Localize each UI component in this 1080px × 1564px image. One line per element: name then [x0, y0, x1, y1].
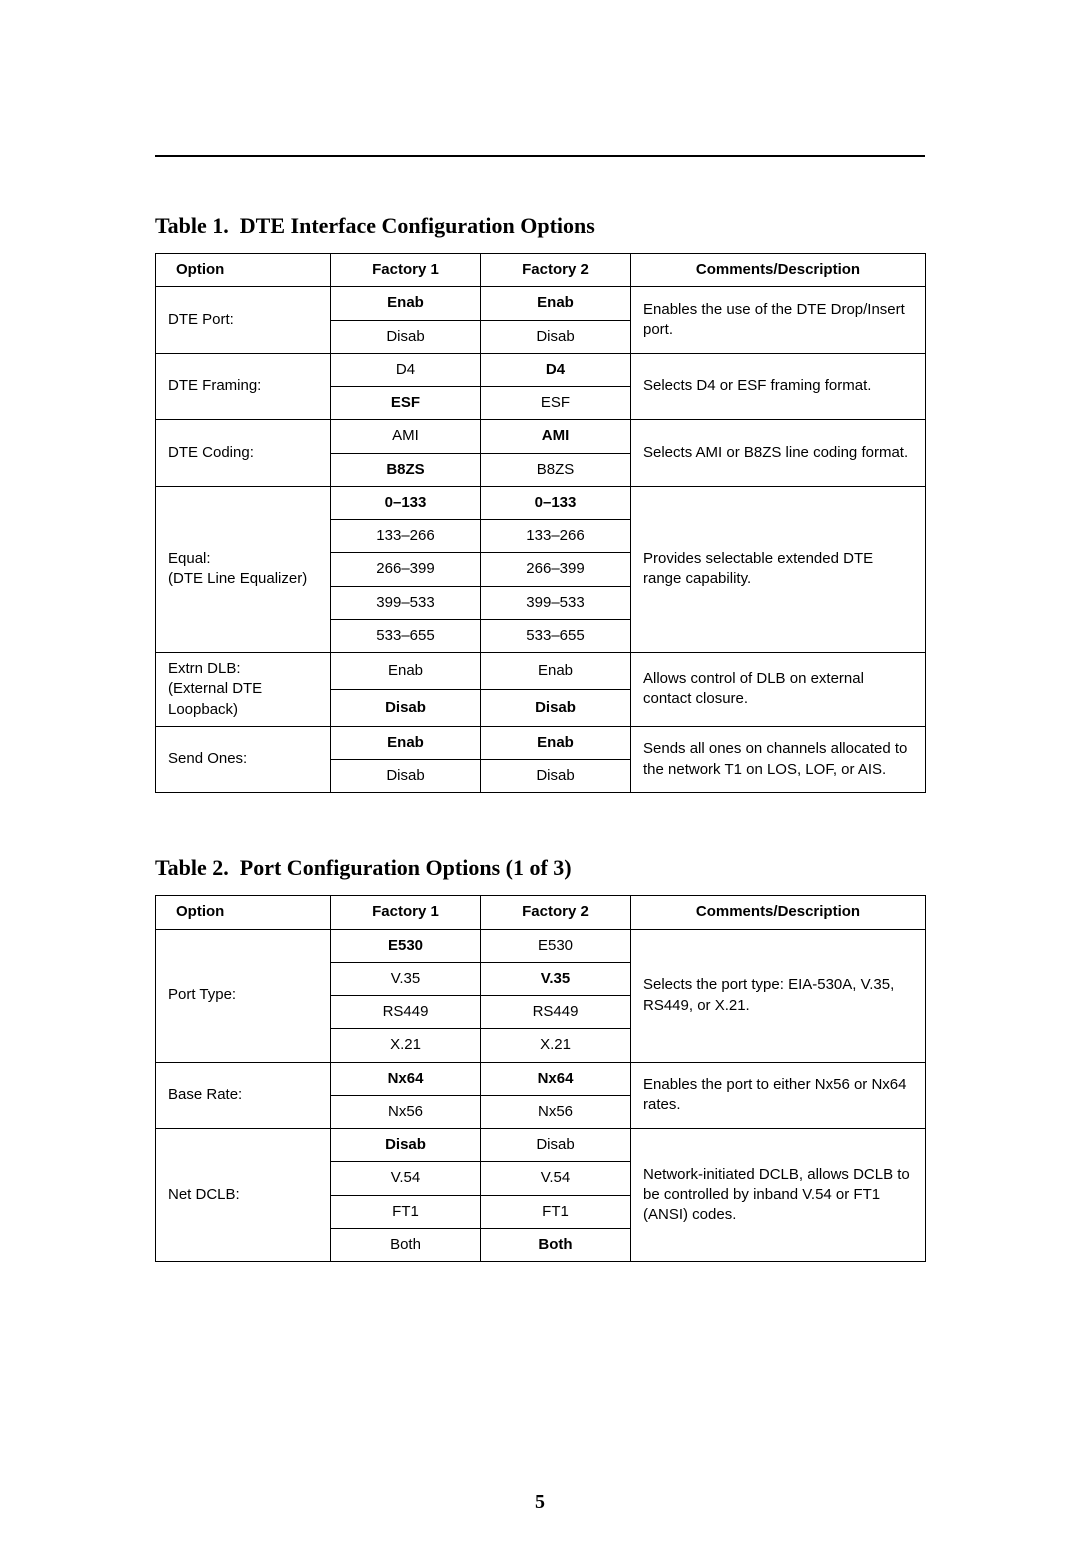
factory2-cell: Both [481, 1228, 631, 1261]
factory1-cell: X.21 [331, 1029, 481, 1062]
factory2-cell: AMI [481, 420, 631, 453]
description-cell: Enables the use of the DTE Drop/Insert p… [631, 287, 926, 354]
factory1-cell: Nx64 [331, 1062, 481, 1095]
table-row: Port Type:E530E530Selects the port type:… [156, 929, 926, 962]
option-cell: Port Type: [156, 929, 331, 1062]
factory1-cell: Enab [331, 653, 481, 690]
factory1-cell: Enab [331, 287, 481, 320]
description-cell: Network-initiated DCLB, allows DCLB to b… [631, 1129, 926, 1262]
description-cell: Provides selectable extended DTE range c… [631, 486, 926, 652]
table-row: Base Rate:Nx64Nx64Enables the port to ei… [156, 1062, 926, 1095]
description-cell: Selects D4 or ESF framing format. [631, 353, 926, 420]
factory2-cell: Disab [481, 1129, 631, 1162]
factory2-cell: Disab [481, 320, 631, 353]
factory2-cell: D4 [481, 353, 631, 386]
option-cell: Net DCLB: [156, 1129, 331, 1262]
factory2-cell: Nx64 [481, 1062, 631, 1095]
th-factory1: Factory 1 [331, 896, 481, 929]
factory1-cell: 133–266 [331, 520, 481, 553]
factory1-cell: Disab [331, 320, 481, 353]
table-row: Send Ones:EnabEnabSends all ones on chan… [156, 726, 926, 759]
factory2-cell: Disab [481, 760, 631, 793]
th-comments: Comments/Description [631, 896, 926, 929]
factory1-cell: 266–399 [331, 553, 481, 586]
factory2-cell: V.35 [481, 962, 631, 995]
page-number: 5 [0, 1491, 1080, 1514]
factory2-cell: 266–399 [481, 553, 631, 586]
factory1-cell: FT1 [331, 1195, 481, 1228]
factory1-cell: Nx56 [331, 1095, 481, 1128]
page: Table 1. DTE Interface Configuration Opt… [0, 0, 1080, 1564]
description-cell: Selects AMI or B8ZS line coding format. [631, 420, 926, 487]
table2: Option Factory 1 Factory 2 Comments/Desc… [155, 895, 926, 1262]
table2-title-prefix: Table 2. [155, 855, 229, 880]
table2-title: Table 2. Port Configuration Options (1 o… [155, 855, 925, 881]
table1-header-row: Option Factory 1 Factory 2 Comments/Desc… [156, 254, 926, 287]
th-factory2: Factory 2 [481, 896, 631, 929]
table1-title-prefix: Table 1. [155, 213, 229, 238]
factory1-cell: Disab [331, 760, 481, 793]
table-row: Equal:(DTE Line Equalizer)0–1330–133Prov… [156, 486, 926, 519]
factory1-cell: D4 [331, 353, 481, 386]
factory1-cell: B8ZS [331, 453, 481, 486]
factory1-cell: AMI [331, 420, 481, 453]
factory1-cell: ESF [331, 387, 481, 420]
table1-title-text: DTE Interface Configuration Options [240, 213, 595, 238]
option-cell: DTE Framing: [156, 353, 331, 420]
factory2-cell: B8ZS [481, 453, 631, 486]
top-rule [155, 155, 925, 157]
factory2-cell: FT1 [481, 1195, 631, 1228]
factory2-cell: 0–133 [481, 486, 631, 519]
description-cell: Allows control of DLB on external contac… [631, 653, 926, 727]
factory2-cell: 133–266 [481, 520, 631, 553]
th-comments: Comments/Description [631, 254, 926, 287]
factory1-cell: 533–655 [331, 619, 481, 652]
factory1-cell: V.35 [331, 962, 481, 995]
table2-header-row: Option Factory 1 Factory 2 Comments/Desc… [156, 896, 926, 929]
table1: Option Factory 1 Factory 2 Comments/Desc… [155, 253, 926, 793]
factory1-cell: RS449 [331, 996, 481, 1029]
factory1-cell: 399–533 [331, 586, 481, 619]
factory2-cell: Enab [481, 287, 631, 320]
table-row: Net DCLB:DisabDisabNetwork-initiated DCL… [156, 1129, 926, 1162]
table-row: DTE Coding:AMIAMISelects AMI or B8ZS lin… [156, 420, 926, 453]
factory2-cell: Enab [481, 726, 631, 759]
factory2-cell: Disab [481, 689, 631, 726]
factory2-cell: E530 [481, 929, 631, 962]
th-option: Option [156, 896, 331, 929]
factory2-cell: X.21 [481, 1029, 631, 1062]
factory1-cell: E530 [331, 929, 481, 962]
table-row: DTE Port:EnabEnabEnables the use of the … [156, 287, 926, 320]
factory1-cell: V.54 [331, 1162, 481, 1195]
th-option: Option [156, 254, 331, 287]
description-cell: Selects the port type: EIA-530A, V.35, R… [631, 929, 926, 1062]
table-row: DTE Framing:D4D4Selects D4 or ESF framin… [156, 353, 926, 386]
table-row: Extrn DLB:(External DTE Loopback)EnabEna… [156, 653, 926, 690]
table2-title-text: Port Configuration Options (1 of 3) [240, 855, 572, 880]
factory2-cell: ESF [481, 387, 631, 420]
option-cell: Equal:(DTE Line Equalizer) [156, 486, 331, 652]
factory1-cell: Enab [331, 726, 481, 759]
factory1-cell: Disab [331, 1129, 481, 1162]
option-cell: DTE Coding: [156, 420, 331, 487]
factory2-cell: RS449 [481, 996, 631, 1029]
table1-title: Table 1. DTE Interface Configuration Opt… [155, 213, 925, 239]
option-cell: Base Rate: [156, 1062, 331, 1129]
th-factory2: Factory 2 [481, 254, 631, 287]
factory1-cell: 0–133 [331, 486, 481, 519]
description-cell: Sends all ones on channels allocated to … [631, 726, 926, 793]
factory2-cell: 399–533 [481, 586, 631, 619]
option-cell: Send Ones: [156, 726, 331, 793]
option-cell: Extrn DLB:(External DTE Loopback) [156, 653, 331, 727]
factory2-cell: Nx56 [481, 1095, 631, 1128]
factory2-cell: V.54 [481, 1162, 631, 1195]
spacer [155, 793, 925, 855]
factory2-cell: 533–655 [481, 619, 631, 652]
th-factory1: Factory 1 [331, 254, 481, 287]
option-cell: DTE Port: [156, 287, 331, 354]
factory2-cell: Enab [481, 653, 631, 690]
description-cell: Enables the port to either Nx56 or Nx64 … [631, 1062, 926, 1129]
factory1-cell: Disab [331, 689, 481, 726]
factory1-cell: Both [331, 1228, 481, 1261]
